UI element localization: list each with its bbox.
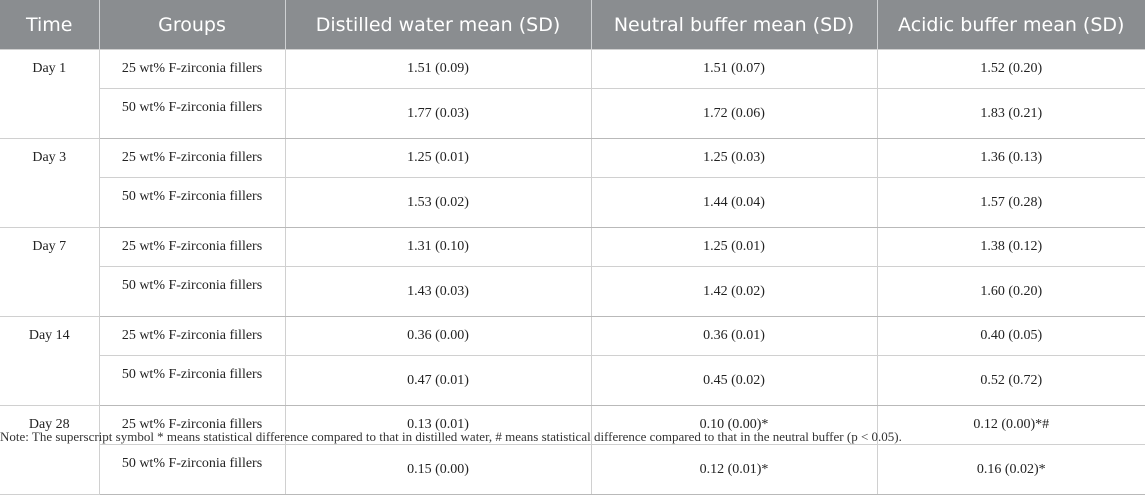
table-row: 50 wt% F-zirconia fillers 1.53 (0.02) 1.… [0,177,1145,228]
group-cell: 50 wt% F-zirconia fillers [99,444,286,495]
distilled-water-cell: 0.47 (0.01) [284,355,592,406]
acidic-buffer-cell: 1.83 (0.21) [876,88,1145,139]
header-distilled-water: Distilled water mean (SD) [284,0,592,50]
distilled-water-cell: 0.36 (0.00) [284,316,592,356]
table-row: 50 wt% F-zirconia fillers 1.77 (0.03) 1.… [0,88,1145,139]
group-cell: 25 wt% F-zirconia fillers [98,227,286,267]
header-acidic-buffer: Acidic buffer mean (SD) [876,0,1145,50]
distilled-water-cell: 1.31 (0.10) [284,227,592,267]
table-row: Day 14 25 wt% F-zirconia fillers 0.36 (0… [0,316,1145,406]
neutral-buffer-cell: 1.51 (0.07) [590,49,878,89]
time-cell: Day 1 [0,49,100,139]
table-row: Day 1 25 wt% F-zirconia fillers 1.51 (0.… [0,49,1145,139]
header-time: Time [0,0,100,50]
acidic-buffer-cell: 1.60 (0.20) [876,266,1145,317]
table-row: Day 7 25 wt% F-zirconia fillers 1.31 (0.… [0,227,1145,317]
header-groups: Groups [98,0,286,50]
distilled-water-cell: 1.51 (0.09) [284,49,592,89]
header-neutral-buffer: Neutral buffer mean (SD) [590,0,878,50]
neutral-buffer-cell: 1.25 (0.01) [590,227,878,267]
time-cell: Day 14 [0,316,100,406]
acidic-buffer-cell: 0.16 (0.02)* [876,444,1145,495]
acidic-buffer-cell: 0.52 (0.72) [876,355,1145,406]
time-cell: Day 7 [0,227,100,317]
table-row: 50 wt% F-zirconia fillers 0.47 (0.01) 0.… [0,355,1145,406]
neutral-buffer-cell: 1.42 (0.02) [590,266,878,317]
neutral-buffer-cell: 0.36 (0.01) [590,316,878,356]
neutral-buffer-cell: 1.72 (0.06) [590,88,878,139]
group-cell: 50 wt% F-zirconia fillers [99,355,286,406]
group-cell: 25 wt% F-zirconia fillers [98,138,286,178]
neutral-buffer-cell: 0.45 (0.02) [590,355,878,406]
group-cell: 50 wt% F-zirconia fillers [99,177,286,228]
group-cell: 50 wt% F-zirconia fillers [99,266,286,317]
acidic-buffer-cell: 0.12 (0.00)*# [876,405,1145,445]
neutral-buffer-cell: 0.10 (0.00)* [590,405,878,445]
group-cell: 25 wt% F-zirconia fillers [98,405,286,445]
header-row: Time Groups Distilled water mean (SD) Ne… [0,0,1145,50]
table-row: 50 wt% F-zirconia fillers 0.15 (0.00) 0.… [0,444,1145,495]
group-cell: 50 wt% F-zirconia fillers [99,88,286,139]
distilled-water-cell: 0.15 (0.00) [284,444,592,495]
time-cell: Day 28 [0,405,100,495]
acidic-buffer-cell: 0.40 (0.05) [876,316,1145,356]
neutral-buffer-cell: 1.25 (0.03) [590,138,878,178]
neutral-buffer-cell: 0.12 (0.01)* [590,444,878,495]
group-cell: 25 wt% F-zirconia fillers [98,49,286,89]
distilled-water-cell: 1.25 (0.01) [284,138,592,178]
time-cell: Day 3 [0,138,100,228]
acidic-buffer-cell: 1.57 (0.28) [876,177,1145,228]
acidic-buffer-cell: 1.52 (0.20) [876,49,1145,89]
distilled-water-cell: 1.53 (0.02) [284,177,592,228]
neutral-buffer-cell: 1.44 (0.04) [590,177,878,228]
table-row: 50 wt% F-zirconia fillers 1.43 (0.03) 1.… [0,266,1145,317]
acidic-buffer-cell: 1.38 (0.12) [876,227,1145,267]
group-cell: 25 wt% F-zirconia fillers [98,316,286,356]
distilled-water-cell: 1.43 (0.03) [284,266,592,317]
acidic-buffer-cell: 1.36 (0.13) [876,138,1145,178]
distilled-water-cell: 1.77 (0.03) [284,88,592,139]
table-row: Day 3 25 wt% F-zirconia fillers 1.25 (0.… [0,138,1145,228]
table-footnote: Note: The superscript symbol * means sta… [0,429,902,444]
